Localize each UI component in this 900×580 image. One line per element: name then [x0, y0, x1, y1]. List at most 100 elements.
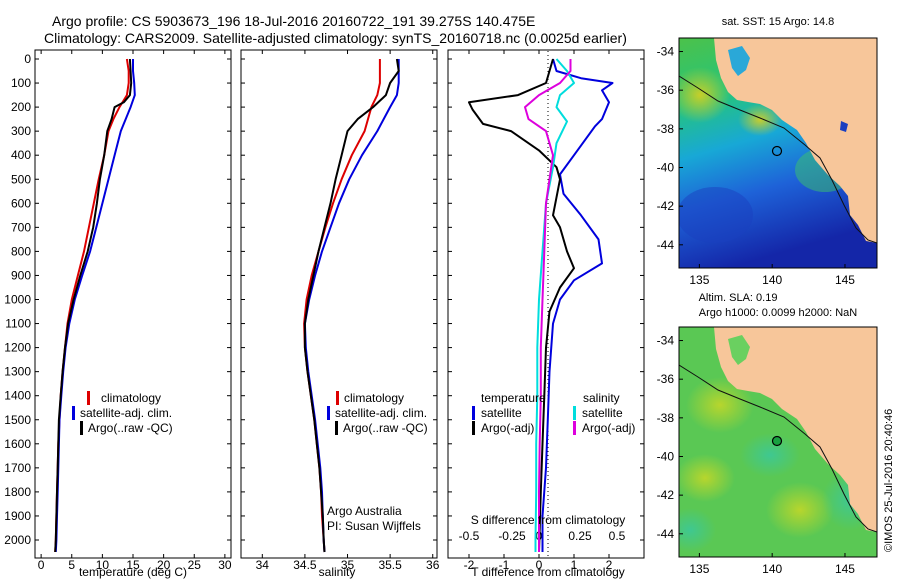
lon-tick-label: 135 — [689, 273, 709, 287]
temperature-panel: 0100200300400500600700800900100011001200… — [4, 49, 232, 579]
x-top-tick-label: 0.25 — [568, 529, 592, 543]
legend-marker-climatology — [336, 391, 339, 405]
salinity-axes — [240, 49, 438, 559]
temperature-xlabel: temperature (deg C) — [79, 565, 187, 579]
legend-marker-t-argo — [472, 421, 475, 435]
x-tick-label: -2 — [464, 558, 475, 572]
y-tick-label: 100 — [11, 76, 31, 90]
x-tick-label: -1 — [499, 558, 510, 572]
lat-tick-label: -36 — [657, 372, 675, 386]
temperature-series — [54, 58, 136, 553]
salinity-legend: climatology satellite-adj. clim. Argo(..… — [327, 391, 428, 435]
bass-strait-islands — [840, 121, 848, 132]
series-climatology — [303, 59, 381, 553]
legend-label-t-argo: Argo(-adj) — [481, 421, 534, 435]
series-satellite-adj-clim — [303, 59, 400, 553]
lon-tick-label: 135 — [689, 562, 709, 576]
y-tick-label: 1300 — [4, 365, 31, 379]
lat-tick-label: -34 — [657, 334, 675, 348]
x-tick-label: 0 — [536, 558, 543, 572]
y-tick-label: 1100 — [5, 317, 31, 331]
y-tick-label: 500 — [11, 172, 31, 186]
y-tick-label: 1000 — [4, 293, 31, 307]
x-tick-label: 35 — [341, 558, 355, 572]
y-tick-label: 400 — [11, 148, 31, 162]
legend-label-climatology: climatology — [344, 391, 404, 405]
temperature-ticks: 0100200300400500600700800900100011001200… — [4, 50, 232, 572]
difference-ticks: -2 -1 0 1 2-0.5 -0.25 0 0.25 0.5 — [448, 50, 644, 572]
sst-map-field — [679, 38, 877, 268]
temperature-legend: climatology satellite-adj. clim. Argo(..… — [72, 391, 173, 435]
x-tick-label: 1 — [571, 558, 578, 572]
y-tick-label: 0 — [24, 52, 31, 66]
salinity-panel: 34 34.5 35 35.5 36 salinity climatology sate… — [240, 49, 440, 579]
x-tick-label: 5 — [68, 558, 75, 572]
lon-tick-label: 140 — [762, 562, 782, 576]
legend-marker-satellite — [72, 406, 75, 420]
salinity-ticks: 34 34.5 35 35.5 36 — [241, 50, 440, 572]
x-tick-label: 20 — [157, 558, 171, 572]
sla-map-frame — [678, 326, 878, 558]
y-tick-label: 300 — [11, 124, 31, 138]
x-tick-label: 10 — [96, 558, 110, 572]
y-tick-label: 800 — [11, 244, 31, 258]
series-argo-raw-qc — [303, 58, 400, 553]
legend-label-s-argo: Argo(-adj) — [582, 421, 635, 435]
x-tick-label: 35.5 — [378, 558, 402, 572]
header-line-2: Climatology: CARS2009. Satellite-adjuste… — [44, 30, 627, 46]
legend-label-t-satellite: satellite — [481, 406, 522, 420]
y-tick-label: 1200 — [4, 341, 31, 355]
x-tick-label: 15 — [126, 558, 140, 572]
legend-marker-s-argo — [573, 421, 576, 435]
legend-marker-climatology — [87, 391, 90, 405]
difference-xlabel: T difference from climatology — [471, 565, 625, 579]
lat-tick-label: -38 — [657, 411, 675, 425]
legend-label-satellite: satellite-adj. clim. — [335, 406, 427, 420]
x-tick-label: 2 — [606, 558, 613, 572]
series-climatology — [54, 58, 130, 553]
legend-header-temperature: temperature — [481, 391, 546, 405]
series-argo-adj — [468, 58, 575, 553]
x-tick-label: 34 — [256, 558, 270, 572]
y-tick-label: 1500 — [4, 413, 31, 427]
lat-tick-label: -38 — [657, 122, 675, 136]
header-line-1: Argo profile: CS 5903673_196 18-Jul-2016… — [52, 13, 535, 29]
argo-location-marker — [771, 145, 783, 157]
y-tick-label: 2000 — [4, 533, 31, 547]
legend-marker-argo — [335, 421, 338, 435]
series-satellite-adj-clim — [54, 59, 136, 553]
y-tick-label: 1900 — [4, 509, 31, 523]
lat-tick-label: -42 — [657, 488, 675, 502]
sla-map: Altim. SLA: 0.19 Argo h1000: 0.0099 h200… — [657, 292, 878, 576]
sla-map-title: Altim. SLA: 0.19 — [699, 292, 778, 304]
shelf-contour — [679, 364, 877, 533]
difference-axes — [447, 49, 645, 559]
legend-label-climatology: climatology — [101, 391, 161, 405]
x-top-tick-label: -0.5 — [459, 529, 480, 543]
difference-xlabel-top: S difference from climatology — [471, 513, 626, 527]
land-mass — [714, 327, 877, 532]
salinity-xlabel: salinity — [319, 565, 356, 579]
x-top-tick-label: 0.5 — [609, 529, 626, 543]
sst-map-ticks: 135 140 145 -34 -36 -38 -40 -42 -44 — [657, 45, 856, 287]
legend-label-argo: Argo(..raw -QC) — [343, 421, 428, 435]
y-tick-label: 1800 — [4, 485, 31, 499]
legend-label-s-satellite: satellite — [582, 406, 623, 420]
x-top-tick-label: -0.25 — [498, 529, 526, 543]
lon-tick-label: 140 — [762, 273, 782, 287]
difference-legend: temperature salinity satellite Argo(-adj… — [472, 391, 635, 435]
x-tick-label: 30 — [218, 558, 232, 572]
legend-marker-s-satellite — [573, 406, 576, 420]
land-mass — [714, 38, 877, 243]
sst-map-frame — [678, 37, 878, 269]
credit-argo-australia: Argo Australia — [327, 504, 402, 518]
y-tick-label: 700 — [11, 220, 31, 234]
sst-map-title: sat. SST: 15 Argo: 14.8 — [722, 16, 835, 28]
lat-tick-label: -34 — [657, 45, 675, 59]
lon-tick-label: 145 — [835, 273, 855, 287]
argo-location-marker — [771, 435, 783, 447]
y-tick-label: 1600 — [4, 437, 31, 451]
imos-credit: ©IMOS 25-Jul-2016 20:40:46 — [883, 409, 895, 552]
sla-map-subtitle: Argo h1000: 0.0099 h2000: NaN — [699, 307, 857, 319]
